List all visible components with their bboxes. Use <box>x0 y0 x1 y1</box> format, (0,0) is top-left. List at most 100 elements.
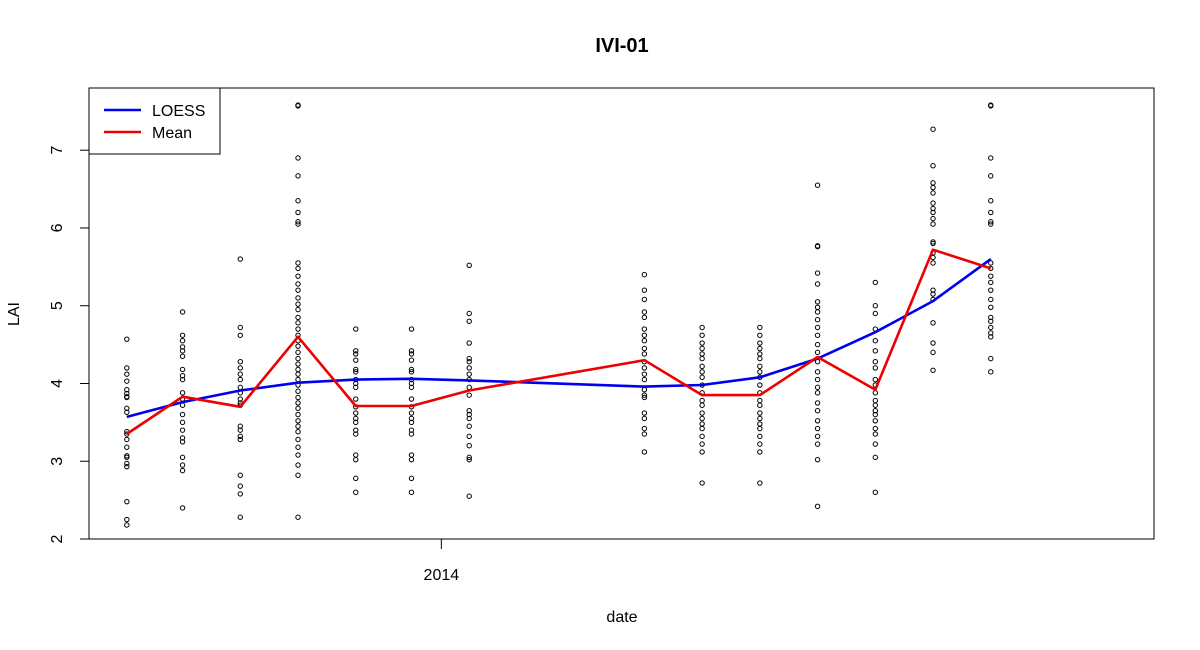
data-point <box>237 376 243 383</box>
data-point <box>295 155 301 161</box>
data-point <box>988 296 994 303</box>
data-point <box>466 355 472 362</box>
y-tick-label: 6 <box>49 223 66 232</box>
data-point <box>930 240 936 247</box>
data-point <box>757 351 763 357</box>
data-point <box>295 400 301 406</box>
data-point <box>408 427 415 433</box>
data-point <box>353 326 359 332</box>
data-point <box>757 410 763 416</box>
data-point <box>641 392 648 398</box>
data-point <box>699 355 705 362</box>
data-point <box>757 340 763 346</box>
data-point <box>872 303 879 309</box>
data-point <box>466 371 472 377</box>
data-point <box>699 410 705 416</box>
data-point <box>295 219 301 225</box>
y-tick-label: 4 <box>49 379 66 388</box>
data-point <box>466 411 472 418</box>
data-point <box>295 436 301 443</box>
data-point <box>295 428 301 435</box>
y-axis-label: LAI <box>6 302 23 326</box>
data-point <box>872 441 879 447</box>
data-point <box>466 392 472 398</box>
data-point <box>466 456 472 463</box>
data-point <box>814 441 821 447</box>
data-point <box>814 400 821 406</box>
data-point <box>699 351 705 357</box>
data-point <box>872 411 879 418</box>
data-point <box>124 436 130 443</box>
legend-box <box>88 87 221 155</box>
data-point <box>988 221 994 227</box>
data-point <box>988 219 994 225</box>
data-point <box>930 221 936 227</box>
data-point <box>641 387 648 393</box>
data-point <box>699 363 705 370</box>
data-point <box>237 359 243 365</box>
legend-mean-label: Mean <box>152 125 192 142</box>
data-point <box>408 475 415 482</box>
data-point <box>641 314 648 321</box>
data-point <box>295 411 301 418</box>
data-point <box>353 348 359 354</box>
data-point <box>930 215 936 222</box>
data-point <box>295 388 301 394</box>
data-point <box>408 410 415 416</box>
data-point <box>179 338 186 344</box>
data-point <box>757 402 763 408</box>
data-point <box>353 380 359 387</box>
data-point <box>295 198 301 204</box>
data-point <box>699 397 705 404</box>
data-point <box>408 380 415 387</box>
y-tick-label: 5 <box>49 301 66 310</box>
data-point <box>466 318 472 324</box>
x-axis: 2014 <box>424 539 459 584</box>
data-point <box>699 374 705 380</box>
data-point <box>641 449 648 455</box>
data-point <box>353 456 359 463</box>
data-point <box>814 376 821 383</box>
data-point <box>408 357 415 363</box>
series-line-loess <box>126 258 992 419</box>
data-point <box>408 396 415 402</box>
data-point <box>295 423 301 429</box>
data-point <box>295 314 301 321</box>
data-point <box>814 503 821 510</box>
data-point <box>757 369 763 375</box>
data-point <box>814 369 821 375</box>
data-point <box>353 369 359 375</box>
data-point <box>466 433 472 440</box>
data-point <box>466 407 472 414</box>
data-point <box>408 489 415 496</box>
data-point <box>353 351 359 357</box>
data-point <box>237 256 243 262</box>
data-point <box>237 324 243 331</box>
data-point <box>699 480 705 486</box>
data-points <box>124 102 994 528</box>
data-point <box>641 415 648 422</box>
data-point <box>814 332 821 338</box>
data-point <box>930 163 936 169</box>
data-point <box>641 287 648 293</box>
data-point <box>757 421 763 427</box>
data-point <box>237 371 243 377</box>
data-point <box>237 423 243 429</box>
data-point <box>408 384 415 391</box>
data-point <box>814 182 821 188</box>
data-point <box>872 365 879 371</box>
data-point <box>757 433 763 440</box>
data-point <box>699 433 705 440</box>
data-point <box>295 462 301 468</box>
data-point <box>295 221 301 227</box>
data-point <box>641 371 648 377</box>
data-point <box>353 396 359 402</box>
data-point <box>930 367 936 373</box>
data-point <box>988 198 994 204</box>
data-point <box>466 384 472 391</box>
data-point <box>814 425 821 432</box>
chart-title: IVI-01 <box>595 35 648 57</box>
data-point <box>124 336 130 342</box>
data-point <box>757 480 763 486</box>
data-point <box>872 454 879 461</box>
